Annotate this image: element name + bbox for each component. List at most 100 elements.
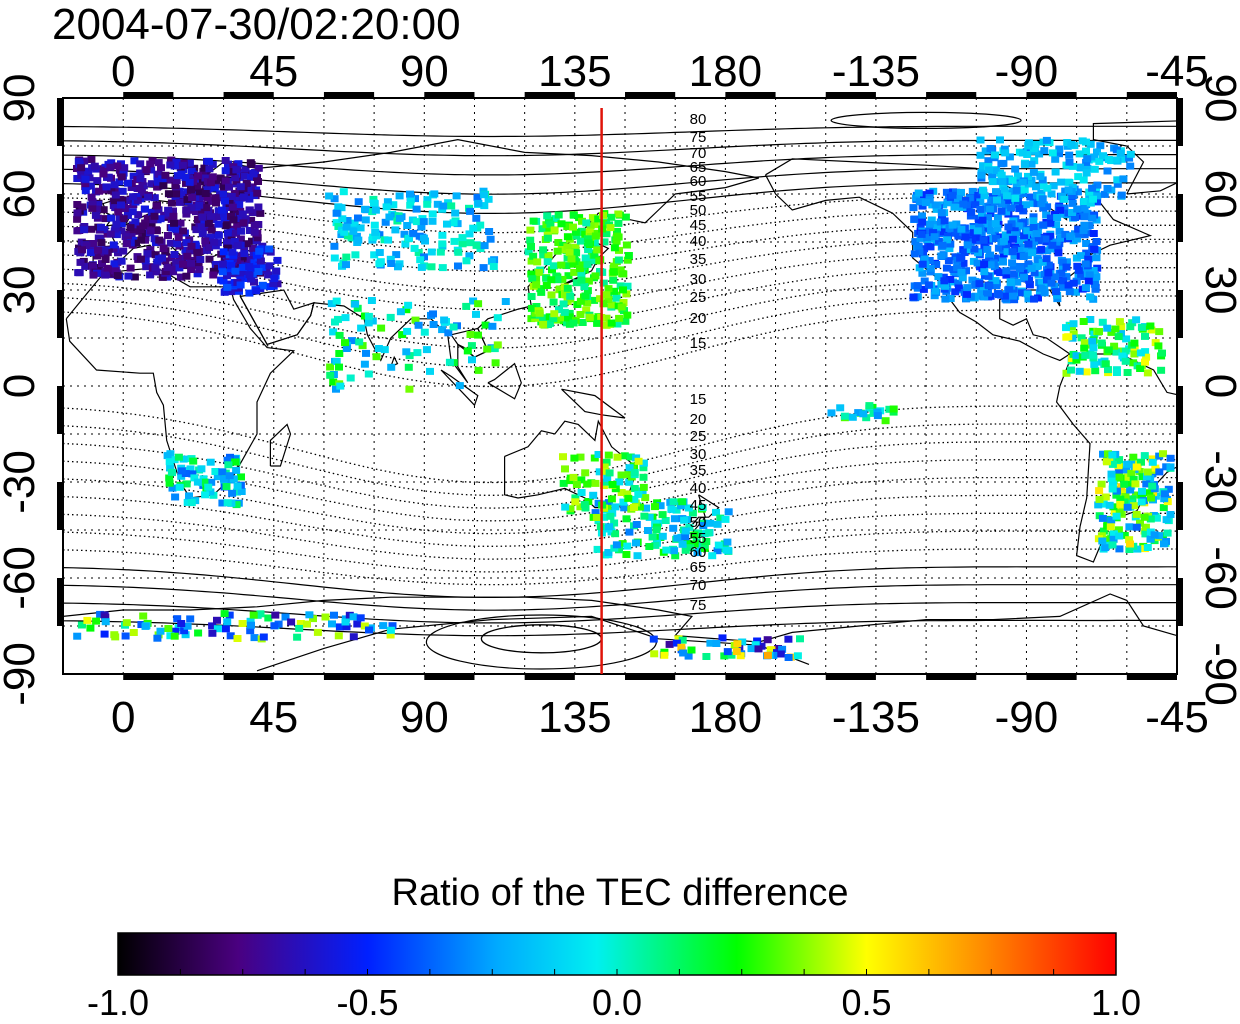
tec-cell <box>1042 211 1051 219</box>
tec-cell <box>669 498 678 506</box>
tec-cell <box>1119 175 1128 183</box>
tec-cell <box>214 231 223 239</box>
tec-cell <box>1123 369 1132 376</box>
tec-cell <box>616 266 625 274</box>
tec-cell <box>177 472 186 480</box>
tec-cell <box>112 220 121 228</box>
tec-cell <box>1091 285 1100 293</box>
tec-cell <box>106 230 115 238</box>
tec-cell <box>1126 540 1134 548</box>
tec-cell <box>265 262 274 270</box>
tec-cell <box>493 314 502 322</box>
tec-cell <box>915 198 924 206</box>
tec-cell <box>207 478 216 486</box>
tec-cell <box>582 306 591 314</box>
tec-cell <box>135 185 144 193</box>
tec-cell <box>201 237 210 245</box>
tec-cell <box>923 234 932 242</box>
tec-cell <box>1125 154 1134 162</box>
tec-cell <box>948 191 957 199</box>
tec-cell <box>981 147 990 155</box>
tec-cell <box>194 629 203 637</box>
tec-cell <box>396 308 405 316</box>
tec-cell <box>977 171 986 179</box>
tec-cell <box>1127 469 1136 477</box>
tec-cell <box>602 321 611 329</box>
tec-cell <box>532 281 541 289</box>
tec-cell <box>239 193 248 201</box>
tec-cell <box>143 214 152 222</box>
lat-tick-right: -30 <box>1196 450 1240 514</box>
tec-cell <box>974 249 983 257</box>
tec-cell <box>1018 178 1027 186</box>
tec-cell <box>913 282 922 290</box>
tec-cell <box>1049 182 1058 190</box>
axis-bar-top <box>1026 92 1077 98</box>
tec-cell <box>1034 234 1043 242</box>
colorbar-label: -0.5 <box>336 982 399 1023</box>
tec-cell <box>326 363 335 371</box>
tec-cell <box>584 246 593 254</box>
axis-bar-right <box>1177 194 1183 242</box>
tec-cell <box>1103 167 1112 175</box>
tec-cell <box>681 546 690 554</box>
tec-cell <box>609 268 618 276</box>
tec-cell <box>254 268 263 275</box>
tec-cell <box>247 275 256 283</box>
tec-cell <box>481 321 490 329</box>
tec-cell <box>152 202 161 210</box>
tec-cell <box>1037 245 1046 253</box>
tec-cell <box>1115 532 1124 540</box>
tec-cell <box>193 182 202 190</box>
tec-cell <box>776 650 785 658</box>
tec-cell <box>650 650 659 658</box>
coast-arabia <box>239 289 315 346</box>
tec-cell <box>213 616 221 624</box>
tec-cell <box>559 300 568 308</box>
tec-cell <box>451 209 460 217</box>
tec-cell <box>241 215 250 223</box>
tec-cell <box>1006 279 1015 287</box>
tec-cell <box>1053 291 1062 299</box>
tec-cell <box>620 504 629 512</box>
tec-cell <box>1076 252 1085 260</box>
tec-cell <box>182 206 191 214</box>
tec-cell <box>976 151 985 159</box>
tec-cell <box>1098 537 1107 545</box>
tec-cell <box>419 218 428 226</box>
tec-cell <box>206 179 215 187</box>
tec-cell <box>1029 199 1038 207</box>
tec-cell <box>732 648 741 655</box>
tec-cell <box>971 201 980 209</box>
colorbar-label: 1.0 <box>1090 982 1142 1023</box>
lat-tick-right: 0 <box>1196 374 1240 398</box>
axis-bar-left <box>57 98 63 146</box>
tec-cell <box>91 211 100 219</box>
tec-cell <box>617 303 626 311</box>
tec-cell <box>942 264 951 272</box>
tec-cell <box>619 270 628 278</box>
tec-cell <box>1080 198 1089 205</box>
tec-cell <box>246 617 255 625</box>
tec-cell <box>97 239 106 247</box>
tec-cell <box>293 633 302 641</box>
tec-cell <box>957 253 966 261</box>
tec-cell <box>220 288 229 296</box>
tec-cell <box>975 223 984 231</box>
tec-cell <box>620 452 629 460</box>
tec-cell <box>589 491 598 499</box>
tec-cell <box>550 310 559 318</box>
tec-cell <box>1055 145 1064 153</box>
tec-cell <box>980 293 989 301</box>
tec-cell <box>109 245 118 253</box>
tec-cell <box>428 210 437 218</box>
tec-cell <box>181 173 190 181</box>
tec-cell <box>569 223 577 231</box>
tec-cell <box>113 162 122 170</box>
tec-cell <box>1064 281 1073 289</box>
tec-cell <box>193 248 202 256</box>
tec-cell <box>569 211 578 219</box>
tec-cell <box>273 280 282 288</box>
tec-cell <box>1125 536 1134 544</box>
tec-cell <box>985 282 994 290</box>
